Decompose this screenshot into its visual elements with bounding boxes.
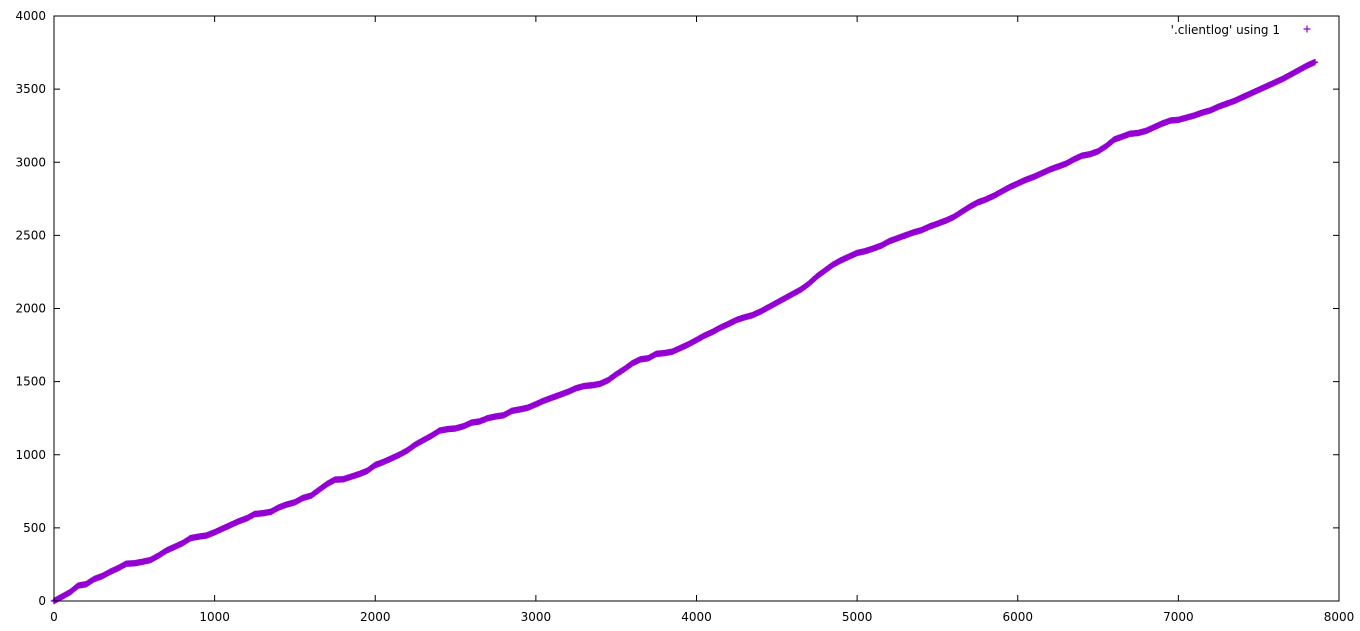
- plot-frame: [53, 15, 1340, 602]
- y-tick-label: 4000: [15, 9, 46, 23]
- y-tick-label: 0: [38, 594, 46, 608]
- y-tick-label: 3500: [15, 82, 46, 96]
- x-axis: 0 1000 2000 3000 4000 5000 6000 7000 8000: [50, 16, 1354, 624]
- x-tick-label: 1000: [199, 610, 230, 624]
- y-tick-label: 3000: [15, 155, 46, 169]
- legend-marker: [1303, 25, 1311, 33]
- y-tick-label: 2500: [15, 228, 46, 242]
- legend-plus-icon: [1303, 25, 1311, 33]
- legend-label: '.clientlog' using 1: [1171, 23, 1280, 37]
- x-tick-label: 3000: [521, 610, 552, 624]
- x-tick-label: 2000: [360, 610, 391, 624]
- y-tick-label: 2000: [15, 302, 46, 316]
- series: [50, 58, 1319, 605]
- x-tick-label: 7000: [1163, 610, 1194, 624]
- y-tick-label: 500: [23, 521, 46, 535]
- x-tick-label: 4000: [681, 610, 712, 624]
- series-layer: [50, 58, 1319, 605]
- x-tick-label: 8000: [1324, 610, 1355, 624]
- y-tick-label: 1000: [15, 448, 46, 462]
- x-tick-label: 5000: [842, 610, 873, 624]
- x-tick-label: 6000: [1002, 610, 1033, 624]
- y-axis: 0 500 1000 1500 2000 2500 3000 3500 4000: [15, 9, 1339, 608]
- x-tick-label: 0: [50, 610, 58, 624]
- legend: '.clientlog' using 1: [1171, 23, 1311, 37]
- data-point: [1311, 58, 1319, 66]
- y-tick-label: 1500: [15, 375, 46, 389]
